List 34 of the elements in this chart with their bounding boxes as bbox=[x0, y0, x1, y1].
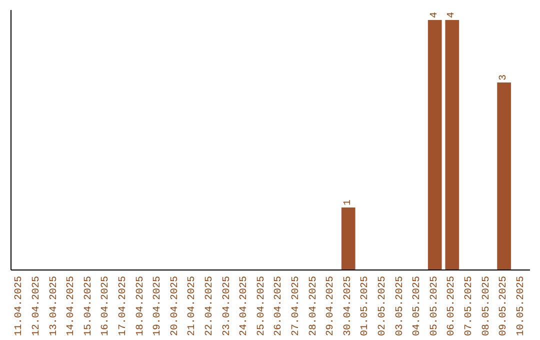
x-tick-label: 06.05.2025 bbox=[446, 276, 458, 336]
x-tick-label: 15.04.2025 bbox=[83, 276, 94, 336]
x-tick-label: 19.04.2025 bbox=[152, 276, 164, 336]
x-tick-label: 14.04.2025 bbox=[66, 276, 78, 336]
x-tick-label: 27.04.2025 bbox=[290, 276, 302, 336]
data-label: 4 bbox=[446, 12, 458, 18]
x-tick-label: 18.04.2025 bbox=[135, 276, 146, 336]
x-tick-label: 08.05.2025 bbox=[481, 276, 492, 336]
x-tick-label: 04.05.2025 bbox=[412, 276, 424, 336]
data-label: 1 bbox=[342, 199, 354, 206]
x-tick-label: 09.05.2025 bbox=[498, 276, 510, 336]
x-tick-label: 03.05.2025 bbox=[394, 276, 406, 336]
x-tick-label: 10.05.2025 bbox=[516, 276, 527, 336]
x-tick-label: 11.04.2025 bbox=[14, 276, 26, 336]
x-tick-label: 05.05.2025 bbox=[429, 276, 440, 336]
x-tick-label: 12.04.2025 bbox=[31, 276, 42, 336]
data-label: 3 bbox=[498, 74, 510, 80]
x-tick-label: 24.04.2025 bbox=[239, 276, 250, 336]
x-tick-label: 17.04.2025 bbox=[118, 276, 129, 336]
x-tick-label: 23.04.2025 bbox=[222, 276, 233, 336]
x-tick-label: 28.04.2025 bbox=[308, 276, 320, 336]
x-tick-label: 21.04.2025 bbox=[187, 276, 198, 336]
x-tick-label: 29.04.2025 bbox=[326, 276, 337, 336]
x-tick-label: 07.05.2025 bbox=[464, 276, 475, 336]
x-tick-label: 26.04.2025 bbox=[274, 276, 285, 336]
x-tick-label: 30.04.2025 bbox=[342, 276, 354, 336]
x-tick-label: 16.04.2025 bbox=[100, 276, 112, 336]
x-tick-label: 13.04.2025 bbox=[48, 276, 60, 336]
x-tick-label: 20.04.2025 bbox=[170, 276, 181, 336]
x-tick-label: 02.05.2025 bbox=[377, 276, 388, 336]
x-tick-label: 01.05.2025 bbox=[360, 276, 372, 336]
x-tick-label: 25.04.2025 bbox=[256, 276, 268, 336]
x-tick-label: 22.04.2025 bbox=[204, 276, 216, 336]
data-label: 4 bbox=[429, 12, 440, 18]
